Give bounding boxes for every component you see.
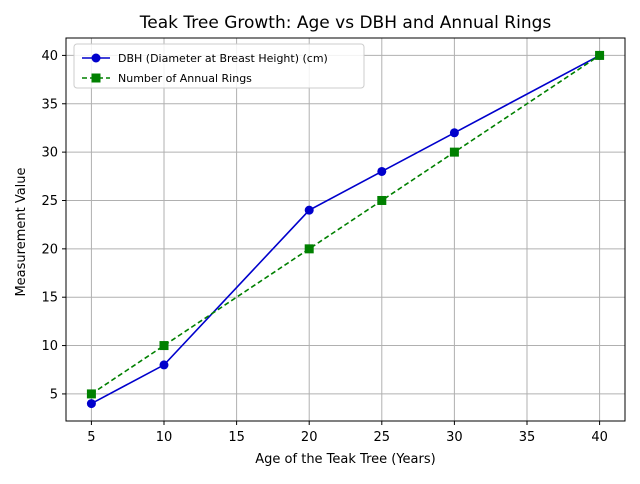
x-tick-label: 30 <box>446 430 463 445</box>
y-tick-label: 5 <box>50 387 58 402</box>
y-axis-label: Measurement Value <box>14 167 29 296</box>
x-tick-label: 25 <box>374 430 391 445</box>
data-point <box>86 399 96 409</box>
data-point <box>377 166 387 176</box>
legend: DBH (Diameter at Breast Height) (cm) Numb… <box>73 43 365 89</box>
y-tick-label: 30 <box>41 146 58 161</box>
series-group <box>86 50 605 409</box>
data-point <box>377 195 387 205</box>
data-point <box>304 205 314 215</box>
data-point <box>595 50 605 60</box>
series-line <box>91 54 600 405</box>
y-tick-label: 40 <box>41 49 58 64</box>
x-tick-label: 15 <box>228 430 245 445</box>
y-tick-label: 20 <box>41 242 58 257</box>
x-tick-label: 5 <box>87 430 95 445</box>
y-tick-label: 35 <box>41 97 58 112</box>
data-point <box>449 128 459 138</box>
plot-area-frame <box>65 37 626 422</box>
legend-marker <box>91 53 101 63</box>
series-line <box>90 54 601 395</box>
series-2 <box>86 50 605 399</box>
data-point <box>86 389 96 399</box>
legend-box <box>73 43 365 89</box>
data-point <box>304 244 314 254</box>
x-tick-label: 20 <box>301 430 318 445</box>
legend-marker <box>91 73 101 83</box>
x-tick-label: 40 <box>591 430 608 445</box>
axis-ticks: 5 10 15 20 25 30 35 40 5 10 15 20 25 30 35 40 <box>41 49 607 445</box>
data-point <box>449 147 459 157</box>
y-tick-label: 25 <box>41 194 58 209</box>
x-tick-label: 10 <box>156 430 173 445</box>
legend-label: DBH (Diameter at Breast Height) (cm) <box>118 52 328 65</box>
legend-item: Number of Annual Rings <box>82 72 252 85</box>
data-point <box>159 341 169 351</box>
y-tick-label: 15 <box>41 291 58 306</box>
x-tick-label: 35 <box>519 430 536 445</box>
legend-item: DBH (Diameter at Breast Height) (cm) <box>82 52 328 65</box>
data-point <box>159 360 169 370</box>
legend-label: Number of Annual Rings <box>118 72 252 85</box>
grid-lines <box>66 38 625 421</box>
x-axis-label: Age of the Teak Tree (Years) <box>255 452 435 467</box>
y-tick-label: 10 <box>41 339 58 354</box>
chart-title: Teak Tree Growth: Age vs DBH and Annual … <box>139 13 552 33</box>
